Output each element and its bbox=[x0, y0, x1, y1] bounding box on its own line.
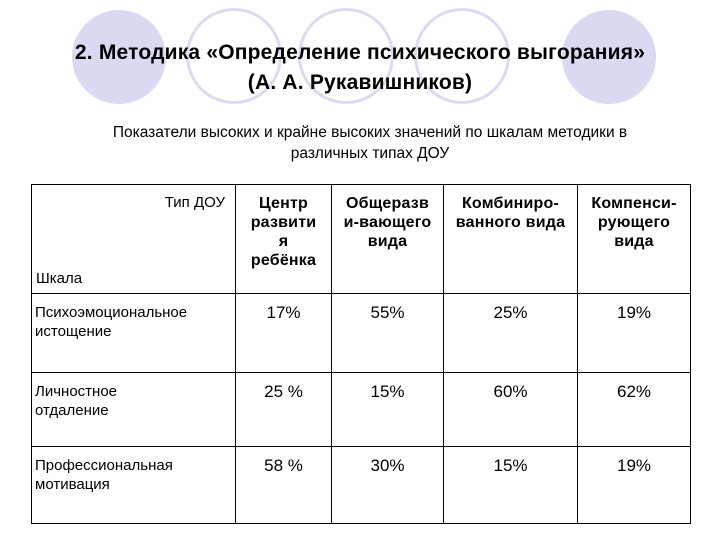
value-cell: 19% bbox=[577, 293, 691, 373]
row-label-personal-detachment: Личностное отдаление bbox=[31, 372, 236, 447]
table-row: Профессиональная мотивация 58 % 30% 15% … bbox=[31, 446, 691, 524]
header-line: развити bbox=[250, 214, 317, 231]
slide-subtitle-line-1: Показатели высоких и крайне высоких знач… bbox=[112, 124, 628, 141]
header-line: ванного вида bbox=[455, 214, 566, 231]
column-header-development-center: Центр развити я ребёнка bbox=[235, 184, 332, 294]
row-label-line: Личностное bbox=[35, 383, 118, 400]
row-label-line: отдаление bbox=[35, 402, 109, 419]
value-cell: 15% bbox=[331, 372, 444, 447]
slide-title: 2. Методика «Определение психического вы… bbox=[0, 38, 720, 98]
column-header-compensating: Компенси- рующего вида bbox=[577, 184, 691, 294]
value-cell: 55% bbox=[331, 293, 444, 373]
row-label-line: мотивация bbox=[35, 476, 110, 493]
row-label-line: истощение bbox=[35, 323, 112, 340]
value-cell: 60% bbox=[443, 372, 578, 447]
value-cell: 17% bbox=[235, 293, 332, 373]
corner-cell: Тип ДОУ Шкала bbox=[31, 184, 236, 294]
value-cell: 25% bbox=[443, 293, 578, 373]
value-cell: 15% bbox=[443, 446, 578, 524]
header-line: и-вающего bbox=[343, 214, 432, 231]
slide-title-line-2: (А. А. Рукавишников) bbox=[247, 71, 473, 94]
value-cell: 62% bbox=[577, 372, 691, 447]
table-header-row: Тип ДОУ Шкала Центр развити я ребёнка Об… bbox=[31, 184, 691, 294]
header-line: Комбиниро- bbox=[461, 195, 560, 212]
row-label-line: Профессиональная bbox=[35, 457, 173, 474]
column-header-combined: Комбиниро- ванного вида bbox=[443, 184, 578, 294]
results-table: Тип ДОУ Шкала Центр развити я ребёнка Об… bbox=[31, 184, 691, 524]
decor-ring-3 bbox=[414, 8, 510, 104]
corner-scale-label: Шкала bbox=[36, 270, 83, 287]
decor-ring-2 bbox=[298, 8, 394, 104]
value-cell: 19% bbox=[577, 446, 691, 524]
header-line: я bbox=[278, 233, 289, 250]
header-line: рующего bbox=[597, 214, 671, 231]
row-label-professional-motivation: Профессиональная мотивация bbox=[31, 446, 236, 524]
value-cell: 58 % bbox=[235, 446, 332, 524]
slide-subtitle: Показатели высоких и крайне высоких знач… bbox=[60, 122, 680, 164]
value-cell: 30% bbox=[331, 446, 444, 524]
header-line: Общеразв bbox=[346, 195, 429, 212]
corner-type-label: Тип ДОУ bbox=[164, 194, 225, 211]
decor-circle-left bbox=[72, 10, 166, 104]
slide-title-line-1: 2. Методика «Определение психического вы… bbox=[74, 41, 646, 64]
value-cell: 25 % bbox=[235, 372, 332, 447]
slide-subtitle-line-2: различных типах ДОУ bbox=[290, 145, 450, 162]
decor-circle-right bbox=[562, 10, 656, 104]
header-line: Центр bbox=[258, 195, 309, 212]
header-line: вида bbox=[614, 233, 654, 250]
table-row: Психоэмоциональное истощение 17% 55% 25%… bbox=[31, 293, 691, 373]
decor-ring-1 bbox=[186, 8, 282, 104]
header-line: вида bbox=[367, 233, 408, 250]
row-label-line: Психоэмоциональное bbox=[35, 304, 188, 321]
header-line: ребёнка bbox=[250, 252, 317, 269]
row-label-emotional-exhaustion: Психоэмоциональное истощение bbox=[31, 293, 236, 373]
header-line: Компенси- bbox=[591, 195, 677, 212]
table-row: Личностное отдаление 25 % 15% 60% 62% bbox=[31, 372, 691, 447]
column-header-general-developmental: Общеразв и-вающего вида bbox=[331, 184, 444, 294]
